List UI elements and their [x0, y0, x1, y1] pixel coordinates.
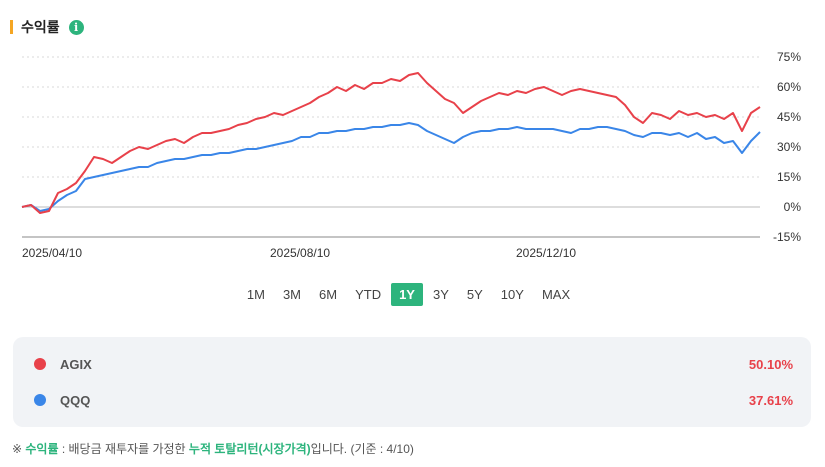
series-lines: [21, 72, 761, 214]
chart-grid: [22, 56, 760, 238]
range-button-6m[interactable]: 6M: [319, 287, 338, 302]
x-tick-label: 2025/12/10: [516, 246, 576, 260]
x-tick-label: 2025/08/10: [270, 246, 330, 260]
y-tick-label: 30%: [777, 140, 801, 154]
range-selector: 1M 3M 6M YTD 1Y 3Y 5Y 10Y MAX: [0, 283, 825, 306]
legend-panel: AGIX 50.10% QQQ 37.61%: [13, 337, 811, 427]
series-symbol: AGIX: [60, 356, 92, 372]
y-tick-label: 45%: [777, 110, 801, 124]
chart-title: 수익률: [21, 19, 60, 35]
info-icon[interactable]: i: [68, 19, 84, 35]
legend-row-agix[interactable]: AGIX 50.10%: [13, 354, 811, 374]
series-return: 50.10%: [748, 356, 793, 372]
footnote-prefix: ※: [12, 442, 26, 456]
series-color-dot: [34, 394, 46, 406]
range-button-10y[interactable]: 10Y: [500, 287, 524, 302]
y-axis-labels: 75% 60% 45% 30% 15% 0% -15%: [773, 50, 801, 244]
footnote-highlight: 누적 토탈리턴(시장가격): [188, 442, 311, 456]
footnote-term: 수익률: [25, 442, 59, 456]
x-axis-labels: 2025/04/10 2025/08/10 2025/12/10: [22, 246, 576, 260]
series-line-qqq: [21, 122, 761, 212]
range-button-3y[interactable]: 3Y: [432, 287, 449, 302]
series-color-dot: [34, 358, 46, 370]
legend-row-qqq[interactable]: QQQ 37.61%: [13, 390, 811, 410]
series-line-agix: [21, 72, 761, 214]
series-return: 37.61%: [748, 392, 793, 408]
y-tick-label: 75%: [777, 50, 801, 64]
chart-header: 수익률 i: [10, 16, 84, 38]
footnote: ※ 수익률 : 배당금 재투자를 가정한 누적 토탈리턴(시장가격)입니다. (…: [12, 440, 414, 457]
footnote-middle: : 배당금 재투자를 가정한: [58, 442, 189, 456]
range-button-max[interactable]: MAX: [541, 287, 571, 302]
footnote-suffix: 입니다. (기준 : 4/10): [310, 442, 414, 456]
range-button-ytd[interactable]: YTD: [355, 287, 382, 302]
y-tick-label: 60%: [777, 80, 801, 94]
y-tick-label: 15%: [777, 170, 801, 184]
y-tick-label: -15%: [773, 230, 801, 244]
title-accent-bar: [10, 20, 13, 34]
returns-line-chart: 2025/04/10 2025/08/10 2025/12/10 75% 60% 45%…: [21, 50, 801, 260]
range-button-1y[interactable]: 1Y: [391, 283, 423, 306]
range-button-1m[interactable]: 1M: [246, 287, 265, 302]
series-symbol: QQQ: [60, 392, 91, 408]
range-button-5y[interactable]: 5Y: [466, 287, 483, 302]
x-tick-label: 2025/04/10: [22, 246, 82, 260]
range-button-3m[interactable]: 3M: [282, 287, 302, 302]
y-tick-label: 0%: [784, 200, 802, 214]
